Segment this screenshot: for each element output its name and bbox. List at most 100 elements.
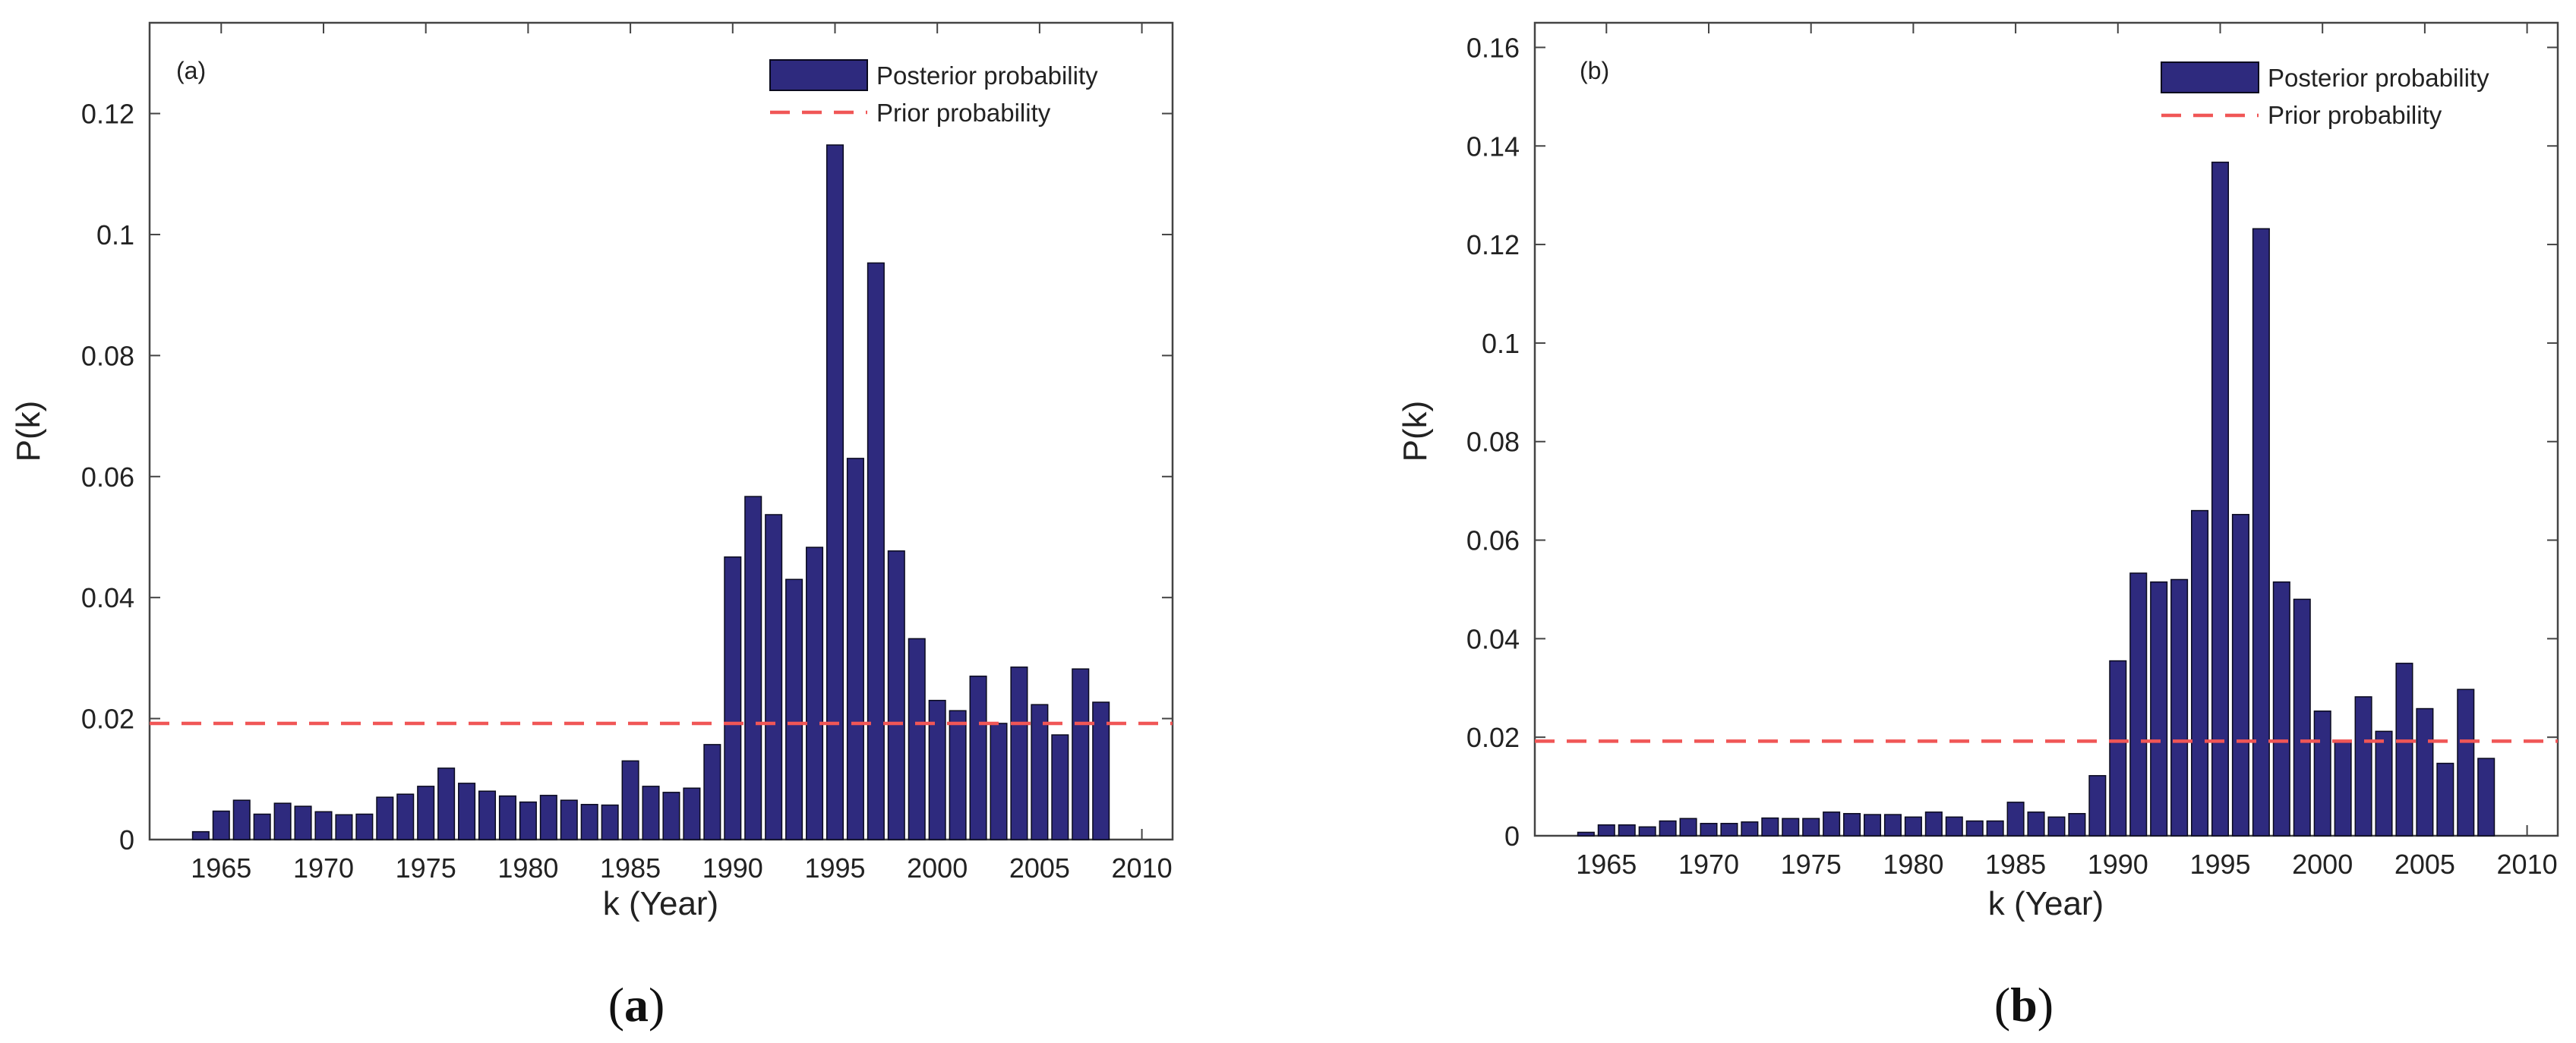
bar-1968 xyxy=(1659,820,1677,837)
chart-panel-b: 0 0.02 0.04 0.06 0.08 0.1 0.12 0.14 0.16 1965 197… xyxy=(1397,21,2559,1032)
bars xyxy=(191,144,1110,840)
bar-2000 xyxy=(928,699,946,840)
x-tick-label: 1975 xyxy=(1781,849,1842,880)
bar-1984 xyxy=(1986,820,2004,837)
bar-2008 xyxy=(2477,758,2496,837)
bar-1987 xyxy=(662,792,680,840)
bar-1998 xyxy=(887,550,905,840)
bar-1981 xyxy=(1924,811,1943,837)
bar-2006 xyxy=(1051,734,1069,840)
bar-1975 xyxy=(417,786,435,840)
bar-1990 xyxy=(724,556,742,840)
bar-1969 xyxy=(294,805,312,840)
bar-1988 xyxy=(683,787,701,840)
y-axis-label: P(k) xyxy=(1397,401,1434,462)
x-tick-label: 2005 xyxy=(1009,852,1070,884)
bar-2005 xyxy=(2416,707,2434,837)
panel-tag: (a) xyxy=(176,57,206,84)
bar-1979 xyxy=(1883,814,1902,837)
y-tick-label: 0.08 xyxy=(1466,427,1520,458)
y-tick-label: 0.14 xyxy=(1466,131,1520,162)
bar-1992 xyxy=(765,514,783,840)
bar-1983 xyxy=(580,804,598,840)
x-tick-label: 1980 xyxy=(497,852,558,884)
legend: Posterior probability Prior probability xyxy=(769,59,1098,127)
bar-2001 xyxy=(2334,741,2352,837)
x-tick-labels: 1965 1970 1975 1980 1985 1990 1995 2000 2005 2010 xyxy=(191,852,1172,884)
bar-2001 xyxy=(949,710,967,840)
x-tick-label: 1965 xyxy=(191,852,251,884)
plot-area-frame xyxy=(1533,21,2559,837)
figure-caption-a: (a) xyxy=(608,978,665,1032)
bar-1964 xyxy=(191,830,210,840)
bar-1988 xyxy=(2068,813,2086,837)
bar-1967 xyxy=(253,813,271,840)
y-tick-label: 0.02 xyxy=(81,704,134,735)
bar-1996 xyxy=(2231,514,2249,837)
bar-1972 xyxy=(1741,821,1759,837)
bar-1986 xyxy=(642,786,660,840)
x-tick-label: 2005 xyxy=(2394,849,2455,880)
legend-posterior-label: Posterior probability xyxy=(876,61,1098,90)
bar-1971 xyxy=(335,814,353,840)
bar-1979 xyxy=(498,795,516,840)
bar-1990 xyxy=(2109,660,2127,837)
panel-tag: (b) xyxy=(1580,57,1609,84)
bar-1978 xyxy=(1863,814,1882,837)
bar-1970 xyxy=(314,811,333,840)
bar-1975 xyxy=(1802,818,1820,837)
bar-1974 xyxy=(396,793,415,840)
bar-1968 xyxy=(273,802,292,840)
bars xyxy=(1577,161,2496,837)
y-tick-labels: 0 0.02 0.04 0.06 0.08 0.1 0.12 0.14 0.16 xyxy=(1466,32,1520,852)
x-tick-label: 1990 xyxy=(702,852,763,884)
bar-1997 xyxy=(867,262,885,840)
bar-2002 xyxy=(2354,696,2372,837)
bar-1967 xyxy=(1638,826,1656,837)
y-tick-label: 0.12 xyxy=(1466,229,1520,260)
bar-1989 xyxy=(2088,775,2107,837)
x-tick-label: 1990 xyxy=(2088,849,2148,880)
y-tick-label: 0.06 xyxy=(1466,525,1520,556)
bar-1987 xyxy=(2047,816,2066,837)
x-tick-label: 1970 xyxy=(293,852,354,884)
bar-2005 xyxy=(1031,704,1049,840)
bar-1978 xyxy=(478,790,497,840)
x-tick-label: 2000 xyxy=(2292,849,2353,880)
y-tick-label: 0.1 xyxy=(96,219,134,251)
bar-1973 xyxy=(376,796,394,840)
legend-prior-label: Prior probability xyxy=(876,99,1051,127)
bar-1985 xyxy=(621,760,639,840)
bar-1980 xyxy=(519,801,537,840)
caption-letter: a xyxy=(624,978,649,1032)
bar-2003 xyxy=(2375,730,2393,837)
x-tick-label: 1975 xyxy=(396,852,456,884)
y-tick-label: 0.04 xyxy=(81,582,134,613)
bar-2006 xyxy=(2436,762,2454,837)
bar-1964 xyxy=(1577,831,1595,837)
bar-1995 xyxy=(2211,161,2230,837)
y-tick-label: 0.12 xyxy=(81,99,134,130)
legend-posterior-label: Posterior probability xyxy=(2268,64,2489,92)
bar-2002 xyxy=(969,676,987,840)
x-tick-label: 2010 xyxy=(2497,849,2558,880)
legend-posterior-swatch xyxy=(769,59,868,91)
bar-1972 xyxy=(355,813,374,840)
y-tick-label: 0.16 xyxy=(1466,32,1520,63)
figure-caption-b: (b) xyxy=(1994,978,2054,1032)
bar-1977 xyxy=(1843,813,1861,837)
bar-2007 xyxy=(1072,668,1090,840)
chart-panel-a: 0 0.02 0.04 0.06 0.08 0.1 0.12 1965 1970 1975 198… xyxy=(10,21,1174,1032)
bar-2004 xyxy=(2395,663,2413,837)
y-tick-label: 0.06 xyxy=(81,462,134,493)
bar-1966 xyxy=(232,799,251,840)
bar-1974 xyxy=(1782,818,1800,837)
bar-1992 xyxy=(2150,581,2168,837)
x-tick-label: 1980 xyxy=(1883,849,1943,880)
bar-1971 xyxy=(1720,823,1738,837)
x-tick-label: 1965 xyxy=(1576,849,1637,880)
x-tick-label: 1995 xyxy=(2189,849,2250,880)
bar-1980 xyxy=(1904,816,1922,837)
bar-1993 xyxy=(2170,578,2189,837)
